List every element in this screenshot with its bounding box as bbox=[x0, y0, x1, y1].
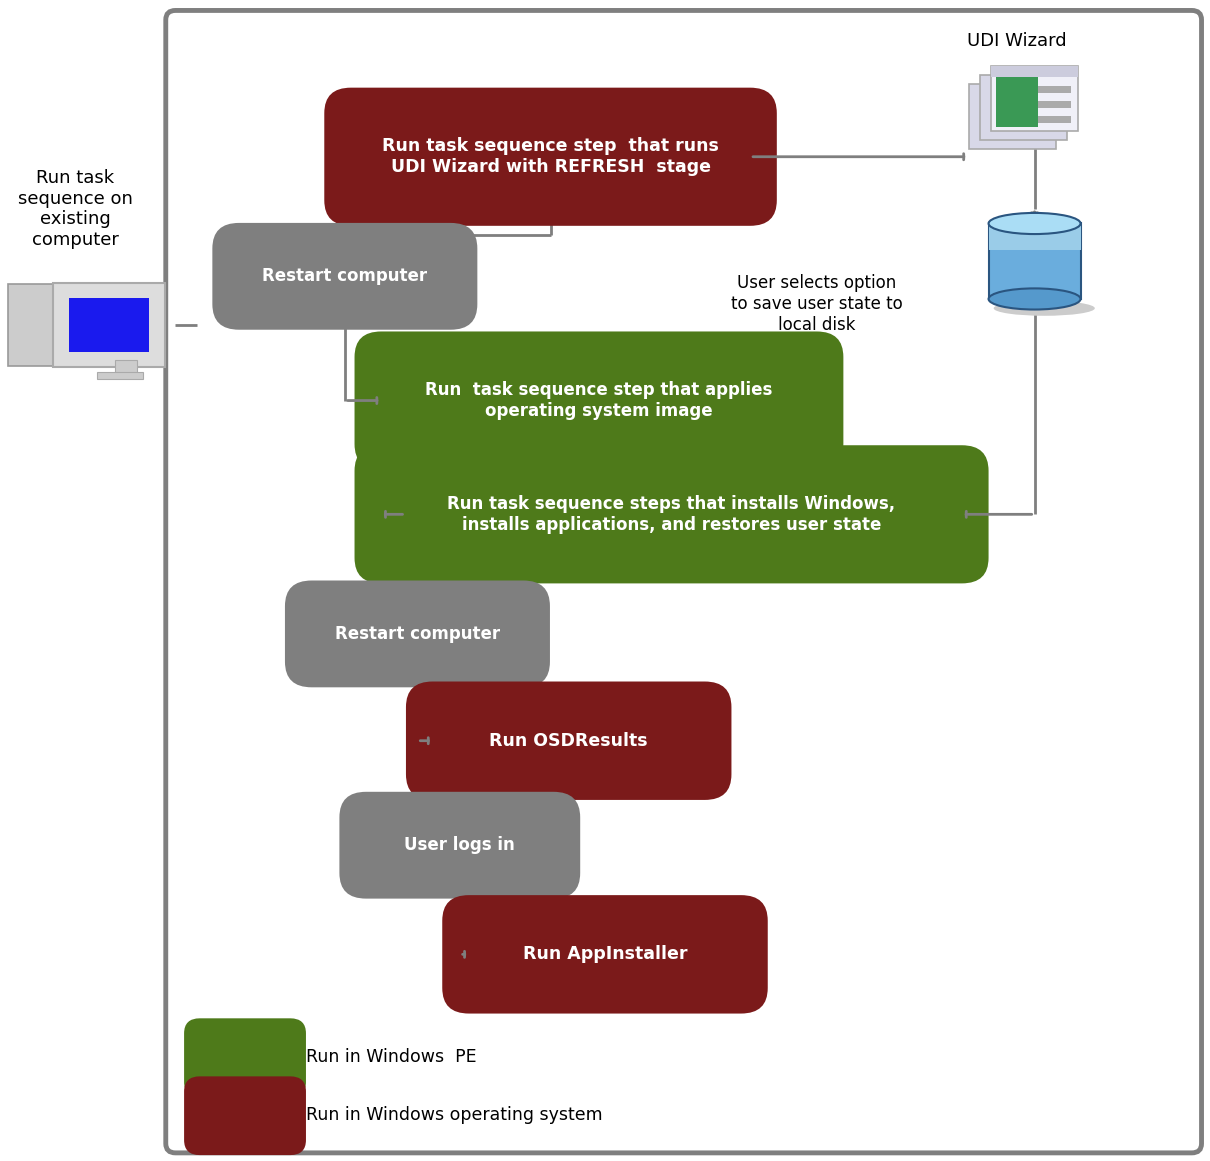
FancyBboxPatch shape bbox=[115, 360, 137, 376]
Ellipse shape bbox=[989, 212, 1081, 235]
Text: Restart computer: Restart computer bbox=[335, 625, 500, 643]
FancyBboxPatch shape bbox=[166, 10, 1202, 1153]
FancyBboxPatch shape bbox=[213, 223, 477, 330]
Text: Run in Windows  PE: Run in Windows PE bbox=[306, 1047, 477, 1066]
FancyBboxPatch shape bbox=[969, 84, 1056, 149]
FancyBboxPatch shape bbox=[339, 792, 580, 899]
FancyBboxPatch shape bbox=[53, 283, 165, 367]
Text: Run in Windows operating system: Run in Windows operating system bbox=[306, 1105, 603, 1124]
Text: Run AppInstaller: Run AppInstaller bbox=[523, 945, 687, 964]
FancyBboxPatch shape bbox=[185, 1077, 305, 1154]
Text: Run task
sequence on
existing
computer: Run task sequence on existing computer bbox=[18, 168, 132, 250]
FancyBboxPatch shape bbox=[284, 580, 549, 687]
FancyBboxPatch shape bbox=[989, 223, 1081, 298]
Text: Run OSDResults: Run OSDResults bbox=[489, 731, 649, 750]
FancyBboxPatch shape bbox=[991, 66, 1078, 131]
FancyBboxPatch shape bbox=[1038, 116, 1071, 123]
Text: Run  task sequence step that applies
operating system image: Run task sequence step that applies oper… bbox=[425, 381, 773, 420]
FancyBboxPatch shape bbox=[996, 71, 1038, 127]
FancyBboxPatch shape bbox=[991, 66, 1078, 77]
Text: User selects option
to save user state to
local disk: User selects option to save user state t… bbox=[731, 274, 903, 334]
Ellipse shape bbox=[989, 288, 1081, 310]
FancyBboxPatch shape bbox=[1038, 101, 1071, 108]
Text: UDI Wizard: UDI Wizard bbox=[967, 31, 1066, 50]
FancyBboxPatch shape bbox=[989, 223, 1081, 250]
Text: Restart computer: Restart computer bbox=[263, 267, 427, 286]
FancyBboxPatch shape bbox=[69, 298, 149, 352]
FancyBboxPatch shape bbox=[8, 283, 54, 367]
FancyBboxPatch shape bbox=[355, 445, 989, 583]
FancyBboxPatch shape bbox=[97, 372, 143, 378]
Text: Run task sequence step  that runs
UDI Wizard with REFRESH  stage: Run task sequence step that runs UDI Wiz… bbox=[382, 137, 719, 176]
Text: User logs in: User logs in bbox=[404, 836, 515, 854]
Ellipse shape bbox=[993, 301, 1095, 316]
FancyBboxPatch shape bbox=[324, 88, 777, 225]
FancyBboxPatch shape bbox=[185, 1019, 305, 1096]
FancyBboxPatch shape bbox=[443, 895, 768, 1014]
FancyBboxPatch shape bbox=[405, 682, 731, 800]
FancyBboxPatch shape bbox=[355, 332, 843, 469]
FancyBboxPatch shape bbox=[980, 75, 1067, 140]
FancyBboxPatch shape bbox=[1038, 86, 1071, 93]
Text: Run task sequence steps that installs Windows,
installs applications, and restor: Run task sequence steps that installs Wi… bbox=[448, 495, 895, 534]
